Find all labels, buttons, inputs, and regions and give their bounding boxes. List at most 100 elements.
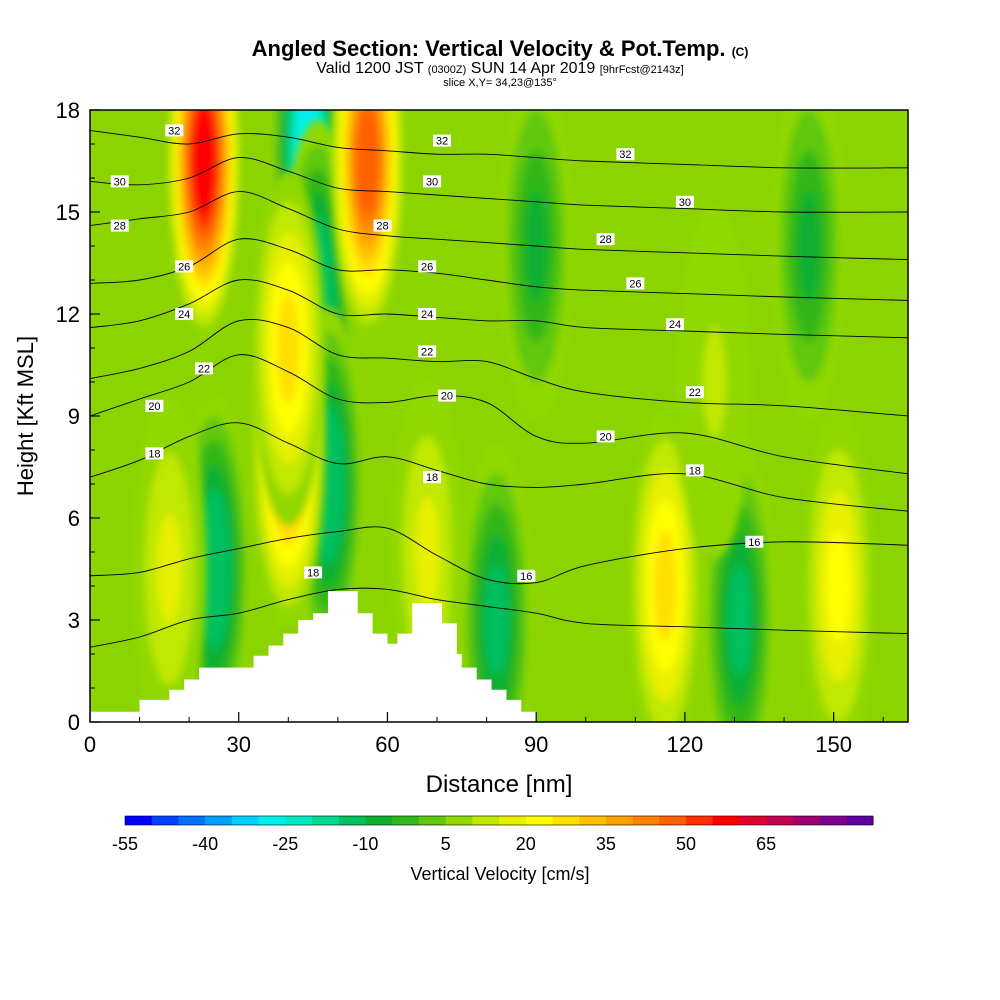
updraft-core-3 [251, 171, 326, 525]
valid-date: SUN 14 Apr 2019 [470, 60, 596, 77]
isentrope-label-text: 18 [689, 465, 701, 477]
isentrope-label: 26 [626, 277, 645, 290]
colorbar-swatch [686, 816, 714, 825]
isentrope-label-text: 20 [148, 401, 160, 413]
colorbar-swatch [766, 816, 794, 825]
isentrope-label-text: 18 [426, 472, 438, 484]
isentrope-label-text: 30 [679, 197, 691, 209]
isentrope-label-text: 22 [198, 363, 210, 375]
colorbar-swatch [792, 816, 821, 825]
isentrope-label: 24 [175, 308, 194, 321]
colorbar-swatch [472, 816, 500, 825]
y-tick-label: 3 [68, 608, 80, 633]
contour-labels: 32 30 28 26 24 22 20 18 32 30 28 26 24 22 20 18 18 16 32 30… [110, 124, 764, 583]
colorbar-swatch [418, 816, 447, 825]
colorbar-swatch [178, 816, 206, 825]
colorbar-tick-label: -40 [192, 834, 218, 854]
isentrope-label: 20 [596, 430, 615, 443]
colorbar-label: Vertical Velocity [cm/s] [410, 864, 589, 884]
isentrope-label: 22 [685, 386, 704, 399]
valid-time-line: Valid 1200 JST (0300Z) SUN 14 Apr 2019 [… [0, 60, 1000, 78]
colorbar-frame [124, 815, 874, 826]
x-tick-label: 30 [226, 732, 250, 757]
isentrope-label-text: 24 [669, 319, 681, 331]
updraft-core-4 [627, 409, 703, 722]
chart-title-text: Angled Section: Vertical Velocity & Pot.… [251, 36, 726, 61]
velocity-level [202, 513, 226, 625]
x-tick-label: 60 [375, 732, 399, 757]
isentrope-label-text: 28 [376, 221, 388, 233]
y-axis-label: Height [Kft MSL] [13, 336, 38, 496]
terrain-profile [90, 591, 908, 722]
y-tick-label: 6 [68, 506, 80, 531]
isentrope-label-text: 28 [114, 221, 126, 233]
isentrope-label-text: 20 [599, 431, 611, 443]
colorbar: -55 -40 -25 -10 5 20 35 50 65 [112, 815, 874, 854]
chart-title-unit: (C) [731, 45, 749, 59]
colorbar-swatch [125, 816, 153, 825]
isentrope-label-text: 20 [441, 391, 453, 403]
isentrope-label: 16 [517, 569, 536, 583]
colorbar-tick-label: 50 [676, 834, 696, 854]
velocity-level [415, 496, 440, 608]
colorbar-swatch [231, 816, 260, 825]
slice-info: slice X,Y= 34,23@135° [443, 77, 557, 89]
isentrope-label: 20 [145, 399, 164, 413]
isentrope-28 [90, 191, 908, 261]
plot-area: 32 30 28 26 24 22 20 18 32 30 28 26 24 22 20 18 18 16 32 30… [90, 110, 908, 722]
valid-utc: (0300Z) [427, 64, 467, 76]
isentrope-label-text: 18 [307, 567, 319, 579]
velocity-level [826, 530, 851, 642]
isentrope-label: 18 [423, 471, 442, 484]
isentrope-label: 28 [596, 233, 615, 246]
chart-title: Angled Section: Vertical Velocity & Pot.… [0, 36, 1000, 62]
isentrope-label: 16 [745, 535, 764, 549]
velocity-level [727, 564, 752, 676]
velocity-level [355, 110, 380, 217]
isentrope-label-text: 32 [436, 136, 448, 148]
colorbar-swatch [846, 816, 874, 825]
colorbar-swatch [712, 816, 740, 825]
isentrope-label: 24 [665, 318, 684, 331]
isentrope-label-text: 30 [114, 176, 126, 188]
isentrope-label: 28 [110, 219, 129, 233]
colorbar-swatch [392, 816, 420, 825]
isentrope-label-text: 24 [421, 309, 433, 321]
isentrope-label-text: 26 [421, 261, 433, 273]
isentrope-label: 32 [432, 134, 451, 148]
updraft-core-6 [801, 409, 876, 722]
downdraft-core-5 [459, 443, 534, 722]
isentrope-label: 28 [373, 219, 392, 233]
x-axis-label: Distance [nm] [426, 771, 573, 798]
updraft-core-1 [330, 110, 405, 338]
colorbar-swatch [739, 816, 767, 825]
forecast-tag: [9hrFcst@2143z] [599, 64, 684, 76]
updraft-core-8 [677, 205, 752, 559]
isentrope-26 [90, 238, 908, 301]
x-tick-label: 120 [667, 732, 704, 757]
isentrope-label: 32 [165, 124, 184, 137]
x-tick-label: 0 [84, 732, 96, 757]
x-tick-label: 90 [524, 732, 548, 757]
colorbar-tick-label: -10 [352, 834, 378, 854]
isentrope-label: 32 [616, 148, 635, 161]
velocity-level [192, 110, 216, 217]
isentrope-14 [90, 587, 908, 648]
updraft-core-0 [166, 110, 242, 338]
colorbar-swatch [552, 816, 580, 825]
colorbar-swatch [579, 816, 607, 825]
isentrope-label: 18 [685, 464, 704, 477]
isentrope-label-text: 26 [629, 278, 641, 290]
isentrope-label-text: 26 [178, 261, 190, 273]
y-tick-label: 15 [56, 200, 80, 225]
terrain [90, 591, 908, 722]
valid-label: Valid 1200 JST [316, 60, 424, 77]
colorbar-tick-label: 65 [756, 834, 776, 854]
downdraft-core-7 [771, 110, 847, 423]
isentrope-16 [90, 526, 908, 585]
colorbar-swatch [632, 816, 660, 825]
isentrope-label-text: 16 [748, 537, 760, 549]
x-tick-label: 150 [815, 732, 852, 757]
isentrope-label: 22 [195, 362, 214, 375]
colorbar-tick-label: 35 [596, 834, 616, 854]
